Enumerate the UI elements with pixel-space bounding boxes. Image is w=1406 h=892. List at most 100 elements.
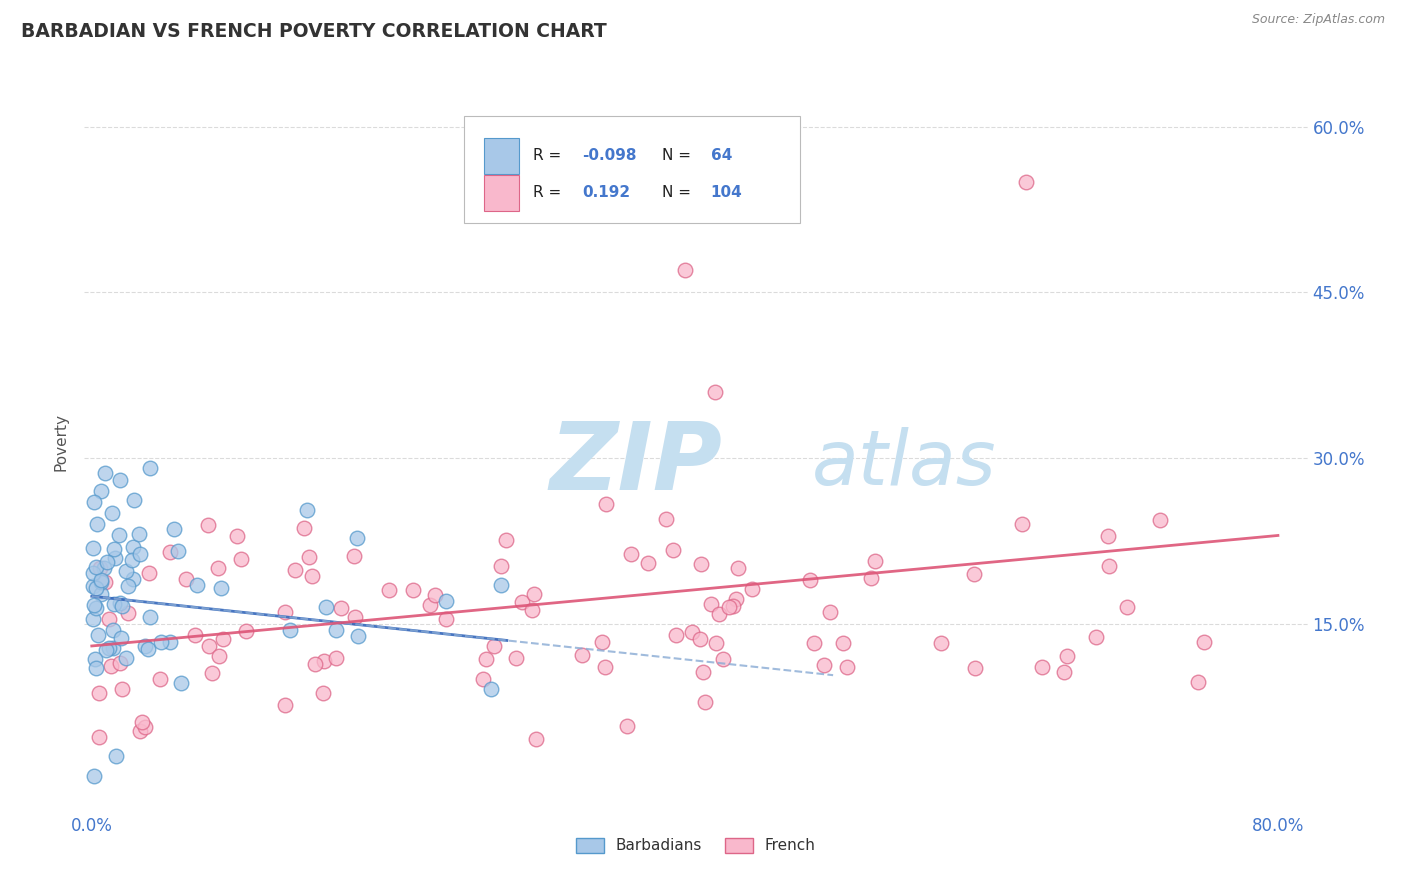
Point bbox=[170, 675, 193, 690]
Point bbox=[1011, 517, 1033, 532]
Point bbox=[101, 623, 124, 637]
Point bbox=[212, 632, 235, 646]
Point bbox=[301, 569, 323, 583]
Point bbox=[149, 673, 172, 687]
Point bbox=[84, 600, 107, 615]
Point bbox=[128, 527, 150, 541]
Point bbox=[229, 552, 252, 566]
Point bbox=[689, 632, 711, 647]
Y-axis label: Poverty: Poverty bbox=[53, 412, 69, 471]
Point bbox=[1053, 665, 1076, 679]
Point bbox=[86, 517, 108, 532]
Point bbox=[117, 579, 139, 593]
Point bbox=[110, 632, 132, 646]
Point bbox=[105, 748, 128, 763]
Point bbox=[304, 657, 326, 671]
Point bbox=[108, 596, 131, 610]
Point bbox=[665, 628, 688, 642]
Text: R =: R = bbox=[533, 186, 567, 201]
Point bbox=[495, 533, 517, 548]
Text: ZIP: ZIP bbox=[550, 417, 723, 509]
Point bbox=[1149, 513, 1171, 527]
Point bbox=[378, 583, 401, 598]
Point bbox=[198, 639, 221, 653]
Point bbox=[84, 660, 107, 674]
Point bbox=[101, 507, 124, 521]
Point bbox=[510, 595, 533, 609]
Point bbox=[117, 606, 139, 620]
Point bbox=[711, 652, 734, 666]
Point bbox=[835, 659, 858, 673]
Point bbox=[1015, 175, 1038, 189]
Point bbox=[315, 599, 337, 614]
Point bbox=[98, 640, 121, 655]
Point bbox=[83, 598, 105, 612]
Point bbox=[929, 636, 952, 650]
Point bbox=[434, 593, 457, 607]
Point bbox=[703, 384, 725, 399]
Point bbox=[94, 466, 117, 480]
Point bbox=[673, 142, 696, 156]
Point bbox=[134, 720, 156, 734]
Point bbox=[122, 540, 145, 554]
Point bbox=[82, 566, 104, 581]
Point bbox=[82, 541, 104, 556]
Point bbox=[183, 628, 205, 642]
Point bbox=[209, 582, 232, 596]
Point bbox=[474, 652, 496, 666]
Text: 0.192: 0.192 bbox=[582, 186, 630, 201]
Point bbox=[312, 686, 335, 700]
Point bbox=[82, 612, 104, 626]
Text: R =: R = bbox=[533, 148, 567, 163]
Point bbox=[482, 639, 505, 653]
Point bbox=[96, 642, 118, 657]
Point bbox=[860, 571, 883, 585]
Point bbox=[225, 529, 247, 543]
Point bbox=[103, 640, 125, 655]
Point bbox=[689, 558, 711, 572]
Point bbox=[655, 512, 678, 526]
Point bbox=[505, 651, 527, 665]
Point bbox=[89, 730, 111, 744]
Point bbox=[110, 473, 132, 487]
Point bbox=[207, 561, 229, 575]
Point bbox=[325, 623, 347, 637]
Point bbox=[274, 698, 297, 712]
Point bbox=[90, 484, 112, 499]
Point bbox=[524, 731, 547, 746]
Point bbox=[346, 531, 368, 545]
Point bbox=[681, 625, 703, 640]
Point bbox=[111, 682, 134, 697]
Point bbox=[104, 550, 127, 565]
Text: 104: 104 bbox=[710, 186, 742, 201]
Point bbox=[520, 603, 543, 617]
Point bbox=[103, 541, 125, 556]
Point bbox=[167, 544, 190, 558]
Point bbox=[325, 651, 347, 665]
Point bbox=[1031, 660, 1053, 674]
Point bbox=[1056, 648, 1078, 663]
Point bbox=[721, 599, 744, 613]
Point bbox=[831, 636, 853, 650]
Point bbox=[129, 547, 152, 561]
Point bbox=[620, 548, 643, 562]
Point bbox=[813, 658, 835, 673]
Point bbox=[491, 578, 513, 592]
Point bbox=[136, 642, 159, 657]
Point bbox=[159, 635, 181, 649]
Point bbox=[108, 528, 131, 542]
FancyBboxPatch shape bbox=[464, 116, 800, 223]
Text: 64: 64 bbox=[710, 148, 733, 163]
Point bbox=[1097, 529, 1119, 543]
Point bbox=[86, 560, 108, 574]
Point bbox=[90, 587, 112, 601]
Point bbox=[138, 566, 160, 581]
Point bbox=[131, 715, 153, 730]
Point bbox=[593, 660, 616, 674]
Point bbox=[707, 607, 730, 622]
Point bbox=[724, 592, 747, 607]
Point bbox=[89, 686, 111, 700]
Point bbox=[114, 564, 136, 578]
Point bbox=[208, 648, 231, 663]
Point bbox=[197, 517, 219, 532]
